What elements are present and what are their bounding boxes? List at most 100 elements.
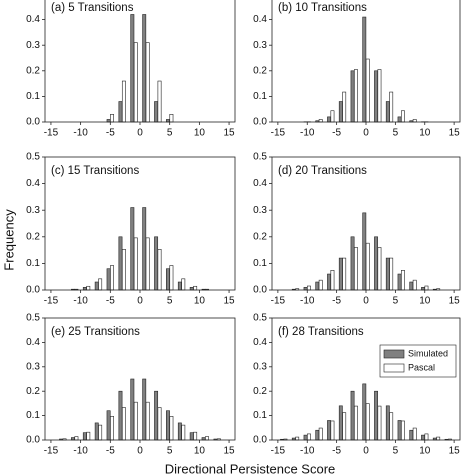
bar [350, 236, 355, 291]
bar [401, 110, 405, 123]
y-tick-label: 0.3 [26, 205, 40, 216]
bar [121, 249, 126, 291]
bar [110, 114, 114, 123]
bar [133, 237, 138, 291]
bar [94, 422, 99, 441]
y-tick-label: 0.1 [253, 258, 267, 269]
bar [154, 390, 159, 441]
bar [362, 212, 367, 291]
bar [330, 110, 335, 123]
bar [397, 273, 402, 291]
bar [181, 278, 186, 291]
bar [295, 436, 300, 441]
x-tick-label: 15 [449, 296, 461, 307]
x-axis-label: Directional Persistence Score [165, 461, 336, 474]
bar [166, 410, 170, 441]
x-tick-label: -15 [271, 446, 286, 457]
y-tick-label: 0.1 [253, 410, 267, 421]
bar [130, 207, 135, 291]
bar [130, 378, 135, 441]
x-tick-label: 0 [363, 128, 369, 139]
bar [133, 401, 138, 441]
bar [374, 236, 378, 291]
bar [342, 257, 347, 291]
y-tick-label: 0.3 [26, 40, 40, 51]
bar [133, 42, 138, 123]
bar [338, 257, 343, 291]
bar [315, 429, 320, 441]
bar [374, 390, 378, 441]
y-tick-label: 0.5 [26, 313, 40, 324]
bar [157, 80, 162, 123]
bar [193, 285, 198, 291]
bar [157, 407, 162, 441]
bar [193, 431, 198, 441]
bar [401, 270, 405, 291]
bar [118, 236, 123, 291]
y-tick-label: 0.0 [253, 117, 267, 128]
bar [421, 434, 425, 441]
bar [121, 80, 126, 123]
y-tick-label: 0.0 [253, 435, 267, 446]
y-tick-label: 0.5 [26, 152, 40, 163]
x-tick-label: -10 [300, 446, 315, 457]
bar [424, 433, 429, 441]
x-tick-label: -15 [44, 128, 59, 139]
bar [318, 279, 323, 291]
bar [397, 420, 402, 441]
y-tick-label: 0.2 [26, 231, 40, 242]
bar [385, 101, 390, 123]
x-tick-label: -5 [106, 296, 115, 307]
bar [354, 69, 358, 123]
x-tick-label: 10 [194, 446, 206, 457]
x-tick-label: -5 [106, 128, 115, 139]
x-tick-label: 5 [167, 446, 173, 457]
bar [142, 378, 147, 441]
bar [307, 433, 311, 441]
bar [409, 429, 414, 441]
bar [106, 410, 111, 441]
bar [330, 420, 335, 441]
bar [118, 101, 123, 123]
x-tick-label: 5 [167, 296, 173, 307]
bar [362, 16, 367, 123]
x-tick-label: 0 [137, 296, 143, 307]
x-tick-label: 15 [449, 128, 461, 139]
bar [365, 58, 370, 123]
y-tick-label: 0.5 [253, 152, 267, 163]
bar [142, 14, 147, 123]
x-tick-label: 5 [393, 128, 399, 139]
y-tick-label: 0.0 [26, 285, 40, 296]
bar [166, 268, 170, 291]
bar [130, 14, 135, 123]
bar [86, 285, 91, 291]
bar [338, 405, 343, 441]
x-tick-label: 15 [224, 446, 236, 457]
bar [374, 70, 378, 123]
bar [106, 268, 111, 291]
x-tick-label: -15 [44, 446, 59, 457]
bar [412, 279, 417, 291]
bar [397, 116, 402, 123]
x-tick-label: -15 [271, 128, 286, 139]
bar [354, 405, 358, 441]
x-tick-label: 10 [419, 446, 431, 457]
y-tick-label: 0.4 [26, 337, 40, 348]
y-tick-label: 0.2 [26, 386, 40, 397]
bar [94, 281, 99, 291]
y-tick-label: 0.1 [26, 258, 40, 269]
x-tick-label: 10 [194, 296, 206, 307]
panel-title: (a) 5 Transitions [51, 2, 134, 14]
bar [118, 390, 123, 441]
panel-title: (f) 28 Transitions [278, 326, 364, 338]
legend-label: Simulated [408, 348, 448, 358]
legend-swatch [383, 363, 405, 373]
x-tick-label: -10 [300, 296, 315, 307]
y-tick-label: 0.3 [253, 40, 267, 51]
bar [338, 101, 343, 123]
x-tick-label: 15 [224, 296, 236, 307]
y-tick-label: 0.4 [253, 14, 267, 25]
y-tick-label: 0.4 [253, 178, 267, 189]
x-tick-label: -5 [332, 128, 341, 139]
